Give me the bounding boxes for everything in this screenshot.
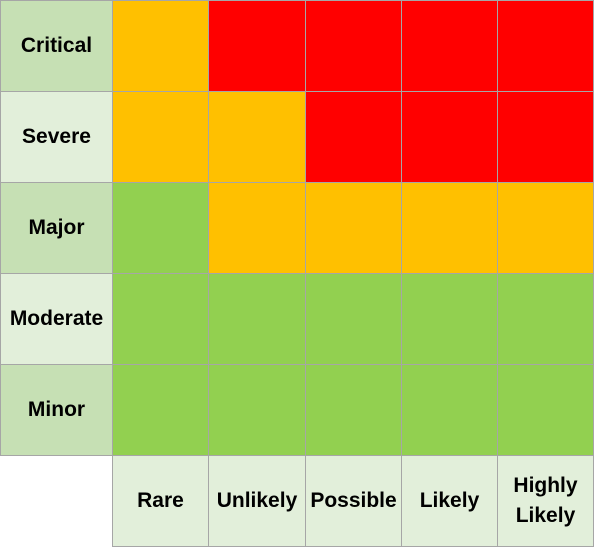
y-label-minor: Minor [0, 364, 113, 456]
risk-cell-r5-c5-low [497, 364, 594, 456]
x-label-unlikely: Unlikely [208, 455, 306, 547]
y-label-severe: Severe [0, 91, 113, 183]
risk-cell-r1-c2-high [208, 0, 306, 92]
risk-cell-r4-c1-low [112, 273, 209, 365]
x-label-possible: Possible [305, 455, 402, 547]
risk-cell-r3-c3-medium [305, 182, 402, 274]
risk-cell-r4-c3-low [305, 273, 402, 365]
risk-cell-r5-c4-low [401, 364, 498, 456]
risk-cell-r1-c1-medium [112, 0, 209, 92]
risk-cell-r5-c1-low [112, 364, 209, 456]
risk-cell-r4-c4-low [401, 273, 498, 365]
risk-cell-r1-c5-high [497, 0, 594, 92]
risk-cell-r2-c2-medium [208, 91, 306, 183]
risk-cell-r5-c3-low [305, 364, 402, 456]
risk-cell-r5-c2-low [208, 364, 306, 456]
risk-cell-r2-c5-high [497, 91, 594, 183]
risk-cell-r1-c4-high [401, 0, 498, 92]
risk-cell-r1-c3-high [305, 0, 402, 92]
x-label-highly-likely: Highly Likely [497, 455, 594, 547]
x-label-likely: Likely [401, 455, 498, 547]
risk-cell-r2-c1-medium [112, 91, 209, 183]
risk-cell-r3-c4-medium [401, 182, 498, 274]
risk-cell-r2-c3-high [305, 91, 402, 183]
y-label-major: Major [0, 182, 113, 274]
risk-cell-r2-c4-high [401, 91, 498, 183]
y-label-moderate: Moderate [0, 273, 113, 365]
y-label-critical: Critical [0, 0, 113, 92]
risk-cell-r3-c1-low [112, 182, 209, 274]
risk-cell-r4-c2-low [208, 273, 306, 365]
risk-cell-r4-c5-low [497, 273, 594, 365]
risk-cell-r3-c5-medium [497, 182, 594, 274]
empty-corner [0, 455, 113, 547]
x-label-rare: Rare [112, 455, 209, 547]
risk-cell-r3-c2-medium [208, 182, 306, 274]
